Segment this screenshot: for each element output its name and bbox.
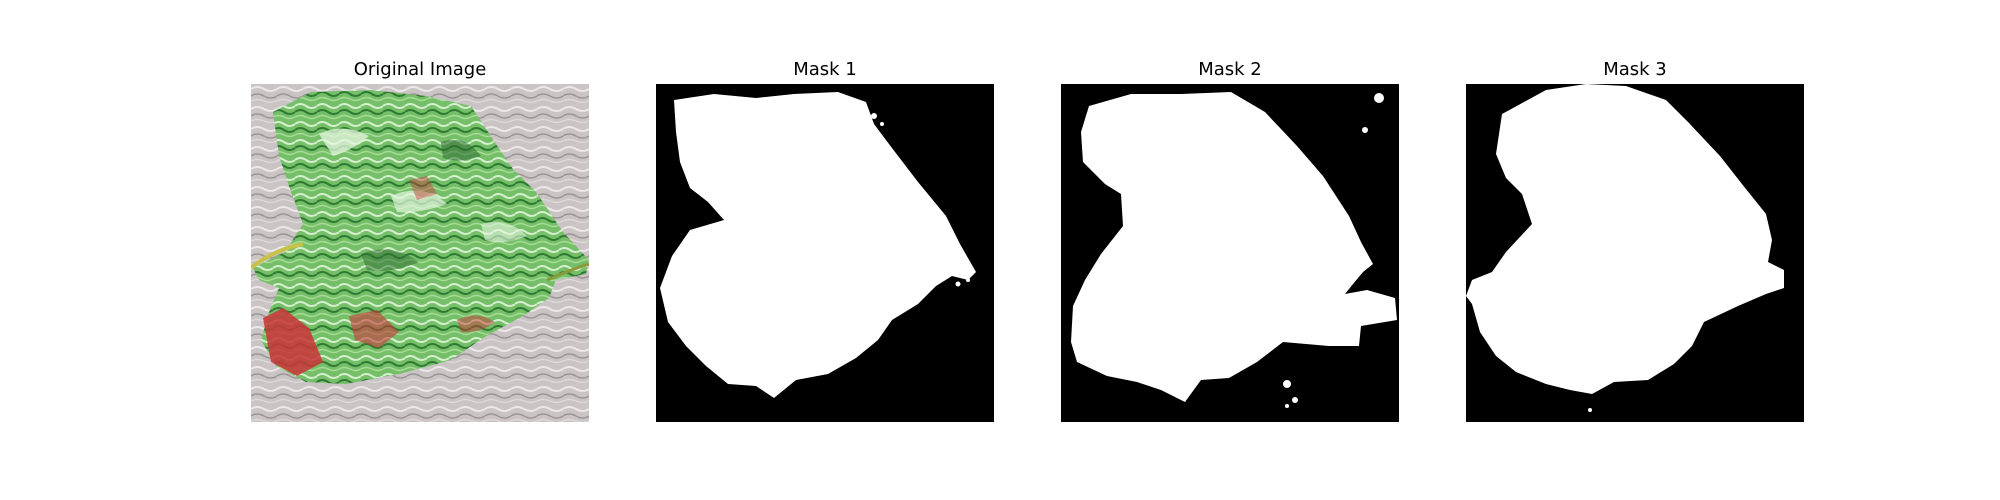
- panel-mask-1: Mask 1: [656, 0, 994, 500]
- original-image: [251, 84, 589, 422]
- mask-1-image: [656, 84, 994, 422]
- panel-mask-3: Mask 3: [1466, 0, 1804, 500]
- panel-title: Mask 1: [793, 59, 857, 80]
- panel-original-image: Original Image: [251, 0, 589, 500]
- mask-2-image: [1061, 84, 1399, 422]
- panel-title: Original Image: [353, 59, 487, 80]
- panel-mask-2: Mask 2: [1061, 0, 1399, 500]
- panel-title: Mask 3: [1603, 59, 1667, 80]
- panel-title: Mask 2: [1198, 59, 1262, 80]
- mask-3-image: [1466, 84, 1804, 422]
